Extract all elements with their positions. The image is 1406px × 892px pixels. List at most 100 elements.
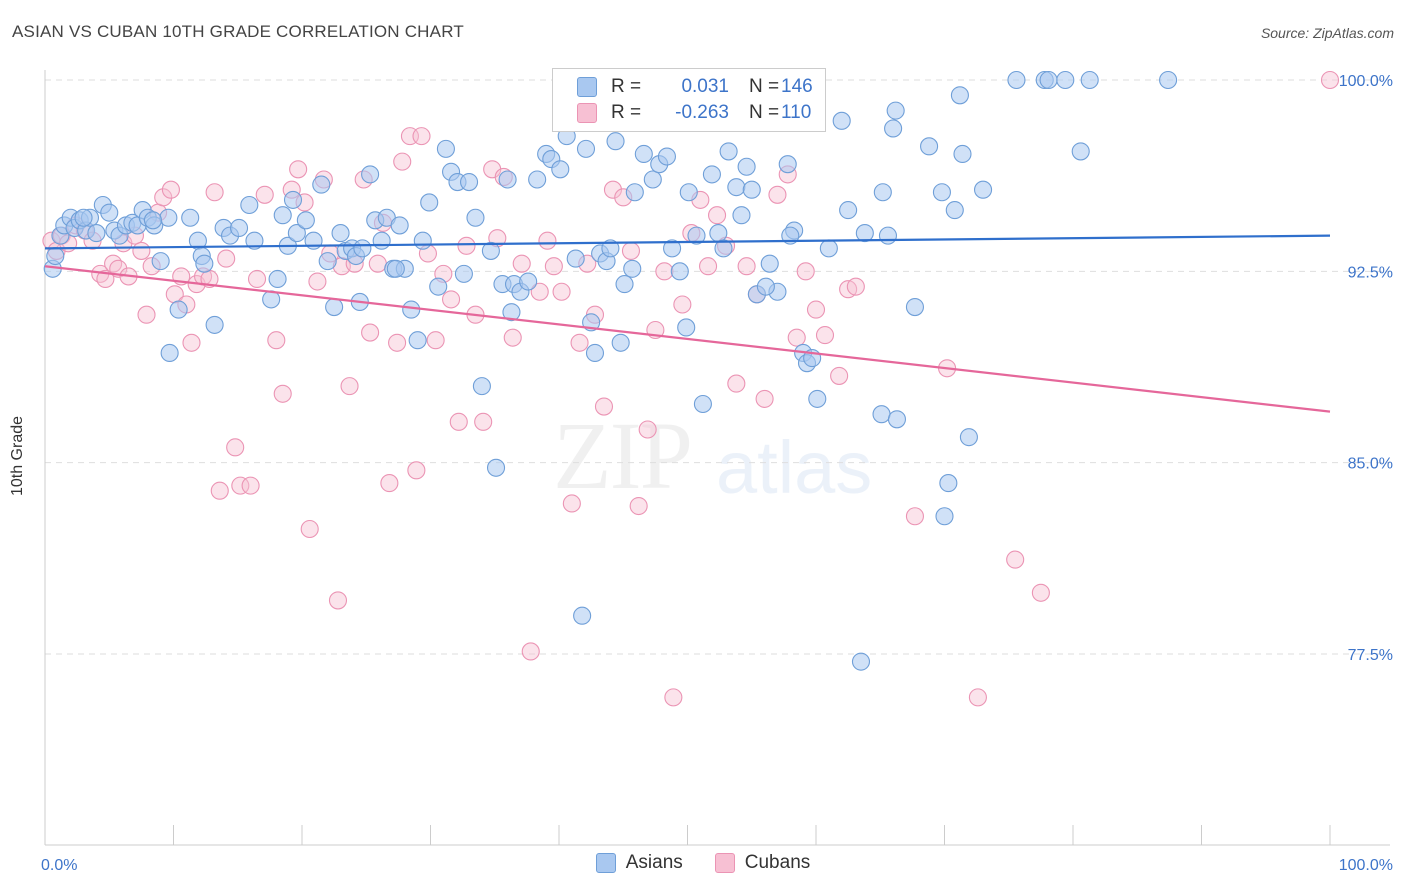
- asian-point: [623, 259, 642, 278]
- cuban-point: [300, 519, 319, 539]
- cuban-point: [442, 290, 461, 309]
- asian-point: [851, 652, 871, 671]
- y-tick-label: 92.5%: [1348, 264, 1393, 281]
- asian-point: [973, 180, 993, 199]
- cuban-point: [182, 333, 201, 352]
- asian-point: [935, 507, 954, 526]
- asian-point: [296, 211, 315, 230]
- cuban-point: [503, 328, 522, 347]
- asian-point: [905, 297, 924, 317]
- asian-point: [402, 300, 421, 319]
- cuban-point: [361, 323, 380, 342]
- x-tick-label: 0.0%: [41, 857, 77, 874]
- asian-point: [1071, 142, 1090, 161]
- asian-point: [939, 474, 958, 493]
- legend-label-cubans: Cubans: [744, 852, 811, 873]
- cuban-point: [457, 236, 476, 255]
- asian-point: [245, 231, 264, 250]
- cuban-point: [104, 254, 123, 273]
- cuban-point: [96, 269, 115, 289]
- asian-point: [169, 300, 188, 319]
- asian-point: [325, 297, 344, 317]
- source-label: Source: ZipAtlas.com: [1260, 25, 1394, 41]
- axes: [44, 70, 1390, 846]
- asian-point: [808, 389, 827, 408]
- cuban-point: [340, 377, 359, 396]
- asian-point: [742, 180, 761, 199]
- asian-point: [429, 277, 448, 296]
- cuban-point: [328, 591, 348, 610]
- asian-point: [528, 170, 547, 189]
- asian-point: [953, 144, 972, 164]
- asian-point: [498, 170, 517, 189]
- cuban-point: [664, 688, 683, 707]
- legend-r-label: R =: [611, 76, 642, 97]
- asian-point: [502, 303, 521, 322]
- asian-point: [611, 333, 630, 352]
- cuban-point: [512, 254, 531, 273]
- cuban-point: [737, 257, 756, 276]
- asian-point: [436, 139, 455, 158]
- cuban-point: [226, 438, 245, 457]
- asian-point: [677, 318, 696, 337]
- asian-point: [195, 254, 214, 273]
- cuban-swatch: [714, 853, 735, 873]
- asian-point: [390, 216, 409, 235]
- legend-row-asians: R = 0.031 N = 146: [577, 74, 813, 100]
- cuban-point: [255, 185, 274, 204]
- asian-point: [454, 264, 473, 283]
- cuban-point: [1006, 550, 1025, 569]
- legend-r-value: 0.031: [681, 76, 729, 97]
- asian-point: [551, 160, 570, 179]
- cuban-point: [552, 282, 571, 301]
- asian-point: [839, 201, 858, 220]
- cuban-point: [621, 241, 641, 260]
- y-tick-label: 100.0%: [1339, 73, 1393, 90]
- asian-point: [413, 231, 432, 250]
- asian-point: [268, 269, 287, 289]
- cuban-point: [768, 185, 787, 204]
- cuban-point: [205, 183, 224, 202]
- cuban-point: [231, 476, 250, 495]
- legend-item-asians: Asians: [595, 852, 683, 874]
- asian-point: [709, 224, 728, 243]
- cuban-point: [407, 461, 426, 480]
- asian-point: [361, 165, 380, 184]
- asian-point: [778, 155, 797, 174]
- cuban-point: [1320, 70, 1340, 90]
- trend-lines: [44, 234, 1331, 413]
- cuban-point: [905, 507, 924, 526]
- asian-point: [756, 277, 775, 296]
- y-tick-label: 85.0%: [1348, 456, 1393, 473]
- asian-point: [959, 428, 978, 447]
- asian-point: [657, 147, 676, 166]
- asian-point: [181, 208, 200, 227]
- asian-point: [643, 170, 662, 189]
- cuban-point: [380, 474, 399, 493]
- asian-point: [519, 272, 538, 291]
- asian-point: [472, 377, 491, 396]
- cuban-point: [273, 384, 292, 403]
- cuban-point: [603, 180, 623, 199]
- asian-point: [1159, 70, 1178, 90]
- asian-point: [74, 208, 93, 227]
- cuban-point: [154, 188, 173, 207]
- legend-item-cubans: Cubans: [714, 852, 811, 874]
- asian-point: [873, 183, 892, 202]
- x-tick-label: 100.0%: [1339, 857, 1393, 874]
- stats-legend: R = 0.031 N = 146 R = -0.263 N = 110: [552, 68, 826, 132]
- asian-point: [205, 315, 224, 334]
- y-tick-label: 77.5%: [1348, 647, 1393, 664]
- asian-point: [693, 394, 712, 414]
- cuban-point: [806, 300, 826, 319]
- asian-point: [576, 139, 596, 158]
- asian-point: [87, 224, 106, 243]
- asian-point: [727, 178, 746, 197]
- cuban-point: [846, 277, 865, 296]
- legend-n-value: 146: [781, 76, 813, 97]
- cuban-point: [308, 272, 327, 291]
- asian-point: [932, 183, 951, 202]
- cuban-point: [393, 152, 412, 171]
- cuban-point: [474, 412, 493, 431]
- asian-point: [159, 208, 178, 227]
